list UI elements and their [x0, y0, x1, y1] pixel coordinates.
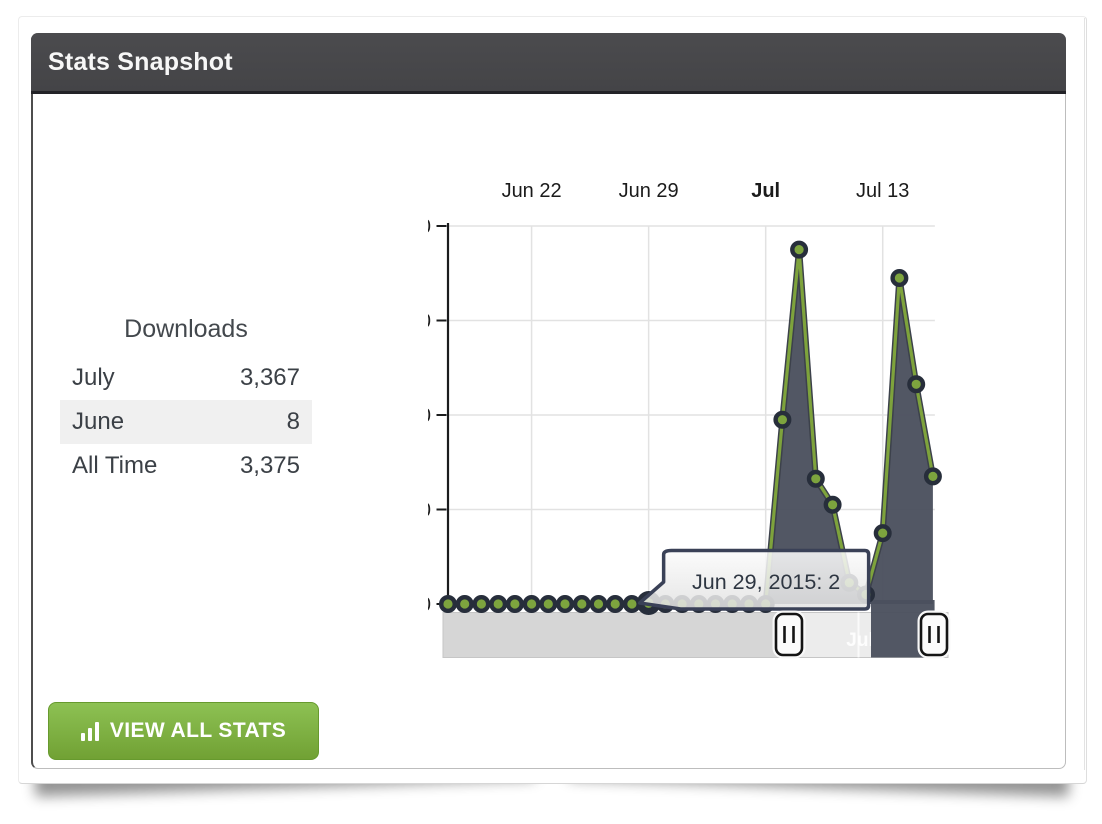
range-handle-right[interactable]	[919, 612, 949, 657]
data-point[interactable]	[572, 595, 591, 614]
chart-area-fill	[448, 249, 933, 604]
downloads-row-value: 3,367	[239, 364, 300, 391]
data-point[interactable]	[505, 595, 524, 614]
bar-chart-icon	[80, 721, 99, 741]
pause-icon	[783, 626, 786, 643]
data-point[interactable]	[790, 240, 809, 259]
downloads-chart: Jul 0 200 400 600 800 Jun 22 Jun 29 Jul Jul 13 Jun…	[428, 180, 951, 659]
downloads-row-value: 3,375	[239, 452, 300, 479]
view-all-stats-label: VIEW ALL STATS	[109, 719, 287, 742]
panel-header: Stats Snapshot	[31, 33, 1066, 94]
downloads-summary: Downloads July 3,367 June 8 All Time 3,3…	[60, 315, 312, 488]
data-point[interactable]	[606, 595, 625, 614]
downloads-row-june: June 8	[60, 400, 312, 444]
chart-tooltip-text: Jun 29, 2015: 2	[692, 570, 840, 594]
downloads-row-value: 8	[286, 408, 300, 435]
y-tick-label: 800	[428, 216, 431, 238]
pause-icon	[937, 626, 940, 643]
downloads-row-label: July	[72, 364, 115, 391]
range-handle-left[interactable]	[774, 612, 804, 657]
data-point[interactable]	[539, 595, 558, 614]
panel-title: Stats Snapshot	[48, 47, 233, 76]
data-point[interactable]	[589, 595, 608, 614]
pause-icon	[928, 626, 931, 643]
data-point[interactable]	[556, 595, 575, 614]
data-point[interactable]	[622, 595, 641, 614]
downloads-title: Downloads	[124, 315, 248, 343]
y-tick-label: 400	[428, 405, 431, 427]
y-tick-label: 0	[428, 594, 431, 616]
data-point[interactable]	[890, 269, 909, 288]
range-selector-track[interactable]	[443, 612, 789, 658]
view-all-stats-button[interactable]: VIEW ALL STATS	[48, 702, 319, 760]
page-edge-line	[1084, 18, 1085, 770]
x-tick-label: Jul	[751, 180, 780, 202]
x-tick-label: Jun 29	[619, 180, 679, 202]
data-point[interactable]	[873, 524, 892, 543]
data-point[interactable]	[823, 495, 842, 514]
downloads-row-alltime: All Time 3,375	[60, 444, 312, 488]
slider-range-label: Jul	[846, 630, 873, 651]
y-tick-label: 600	[428, 311, 431, 333]
data-point[interactable]	[806, 469, 825, 488]
downloads-row-label: All Time	[72, 452, 158, 479]
data-point[interactable]	[773, 410, 792, 429]
downloads-row-label: June	[72, 408, 125, 435]
data-point[interactable]	[439, 595, 458, 614]
x-tick-label: Jul 13	[856, 180, 909, 202]
data-point[interactable]	[489, 595, 508, 614]
data-point[interactable]	[923, 467, 942, 486]
data-point[interactable]	[472, 595, 491, 614]
downloads-row-july: July 3,367	[60, 356, 312, 400]
data-point[interactable]	[522, 595, 541, 614]
data-point[interactable]	[455, 595, 474, 614]
data-point[interactable]	[907, 375, 926, 394]
y-tick-label: 200	[428, 500, 431, 522]
x-tick-label: Jun 22	[502, 180, 562, 202]
pause-icon	[792, 626, 795, 643]
chart-tooltip	[637, 548, 871, 611]
